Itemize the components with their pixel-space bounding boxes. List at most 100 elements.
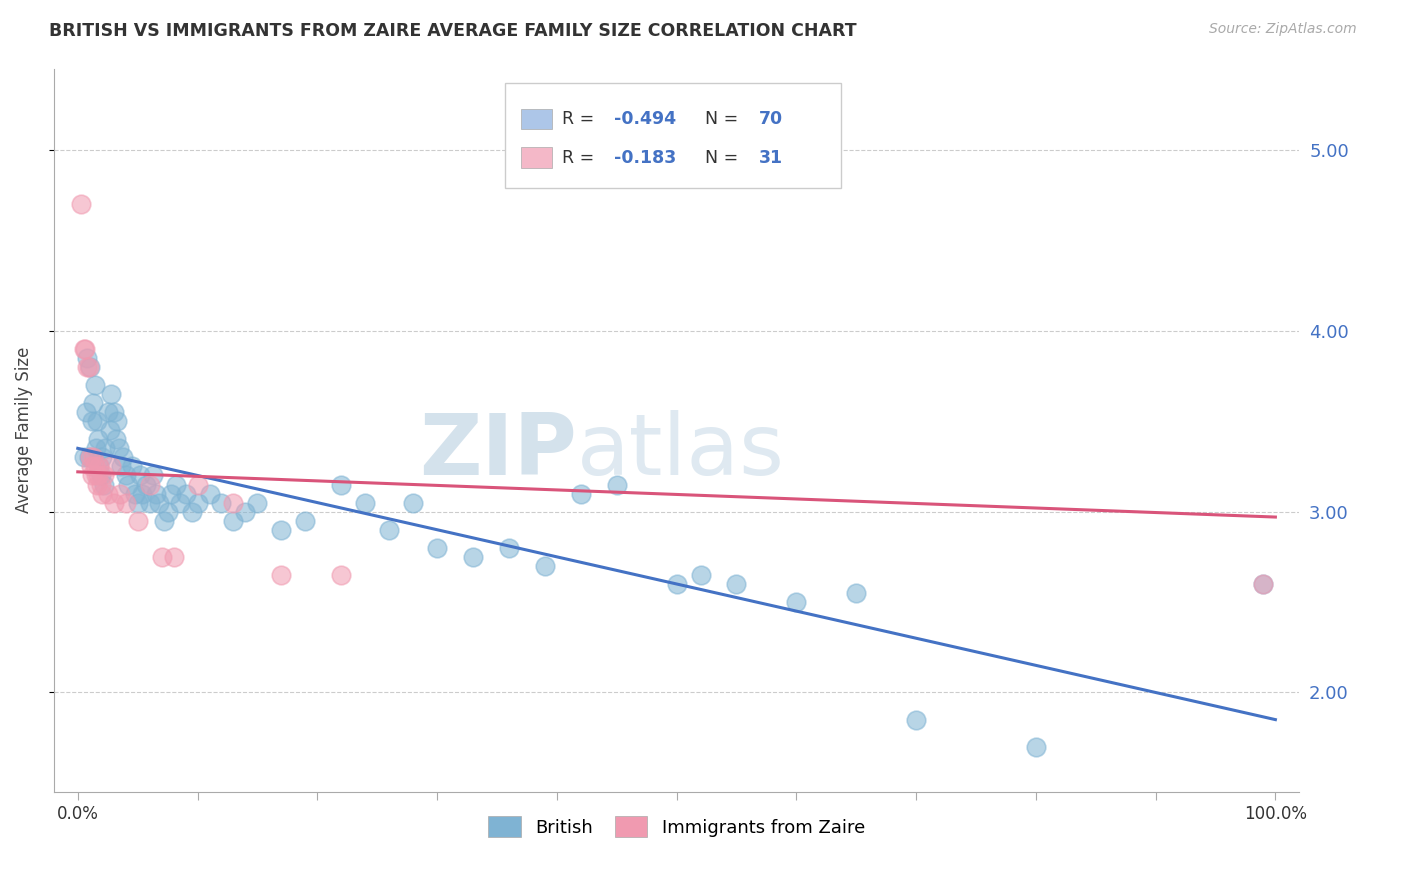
Point	[426, 541, 449, 555]
Point	[100, 459, 122, 474]
Text: atlas: atlas	[576, 410, 785, 493]
Point	[153, 514, 176, 528]
Point	[117, 477, 139, 491]
Point	[138, 477, 160, 491]
Point	[108, 486, 131, 500]
Point	[725, 577, 748, 591]
Point	[222, 514, 245, 528]
Point	[75, 405, 97, 419]
Text: 70: 70	[759, 110, 783, 128]
Point	[82, 414, 104, 428]
Point	[82, 468, 104, 483]
Point	[93, 468, 115, 483]
Point	[98, 423, 121, 437]
Point	[77, 359, 100, 374]
Point	[82, 396, 104, 410]
Point	[79, 450, 101, 465]
Point	[156, 505, 179, 519]
Point	[89, 459, 111, 474]
Point	[211, 495, 233, 509]
Point	[246, 495, 269, 509]
Point	[187, 477, 209, 491]
Point	[138, 495, 160, 509]
Y-axis label: Average Family Size: Average Family Size	[15, 347, 32, 514]
Point	[80, 459, 103, 474]
Point	[87, 468, 110, 483]
Point	[124, 486, 146, 500]
Point	[100, 387, 122, 401]
Text: ZIP: ZIP	[419, 410, 576, 493]
Point	[90, 468, 112, 483]
Point	[73, 450, 96, 465]
Point	[1253, 577, 1275, 591]
Point	[129, 468, 152, 483]
Point	[97, 486, 120, 500]
Point	[82, 450, 104, 465]
Point	[461, 549, 484, 564]
Point	[294, 514, 316, 528]
Point	[330, 568, 353, 582]
Point	[270, 523, 292, 537]
Point	[160, 486, 183, 500]
Legend: British, Immigrants from Zaire: British, Immigrants from Zaire	[481, 809, 872, 845]
Text: R =: R =	[562, 110, 600, 128]
Point	[905, 713, 928, 727]
Point	[187, 495, 209, 509]
Point	[142, 468, 165, 483]
Point	[97, 405, 120, 419]
Point	[148, 495, 170, 509]
Point	[70, 197, 93, 211]
Point	[606, 477, 628, 491]
Point	[150, 549, 173, 564]
Point	[90, 477, 112, 491]
Text: Source: ZipAtlas.com: Source: ZipAtlas.com	[1209, 22, 1357, 37]
Point	[77, 450, 100, 465]
Point	[498, 541, 520, 555]
Point	[89, 459, 111, 474]
Point	[198, 486, 221, 500]
Point	[76, 359, 98, 374]
FancyBboxPatch shape	[520, 109, 553, 129]
Point	[86, 477, 108, 491]
Point	[534, 558, 557, 573]
Point	[94, 442, 117, 456]
Point	[110, 459, 132, 474]
Point	[84, 442, 107, 456]
Text: 31: 31	[759, 148, 783, 167]
Point	[785, 595, 807, 609]
Point	[105, 432, 128, 446]
Point	[222, 495, 245, 509]
Text: -0.183: -0.183	[614, 148, 676, 167]
Point	[83, 378, 105, 392]
Point	[114, 468, 136, 483]
Point	[84, 468, 107, 483]
Text: R =: R =	[562, 148, 600, 167]
Point	[90, 486, 112, 500]
FancyBboxPatch shape	[505, 83, 841, 188]
Point	[73, 342, 96, 356]
Point	[689, 568, 711, 582]
Point	[270, 568, 292, 582]
Point	[135, 477, 157, 491]
Point	[235, 505, 257, 519]
Point	[114, 495, 136, 509]
Point	[162, 549, 184, 564]
Point	[845, 586, 868, 600]
Point	[112, 450, 135, 465]
Text: BRITISH VS IMMIGRANTS FROM ZAIRE AVERAGE FAMILY SIZE CORRELATION CHART: BRITISH VS IMMIGRANTS FROM ZAIRE AVERAGE…	[49, 22, 856, 40]
Text: N =: N =	[706, 148, 744, 167]
Point	[180, 505, 202, 519]
Point	[86, 414, 108, 428]
Point	[665, 577, 688, 591]
Point	[131, 486, 153, 500]
Point	[127, 495, 149, 509]
Point	[569, 486, 592, 500]
Point	[1253, 577, 1275, 591]
Point	[1025, 739, 1047, 754]
Point	[93, 477, 115, 491]
Point	[165, 477, 187, 491]
Point	[79, 359, 101, 374]
Text: N =: N =	[706, 110, 744, 128]
Point	[103, 495, 125, 509]
FancyBboxPatch shape	[520, 147, 553, 168]
